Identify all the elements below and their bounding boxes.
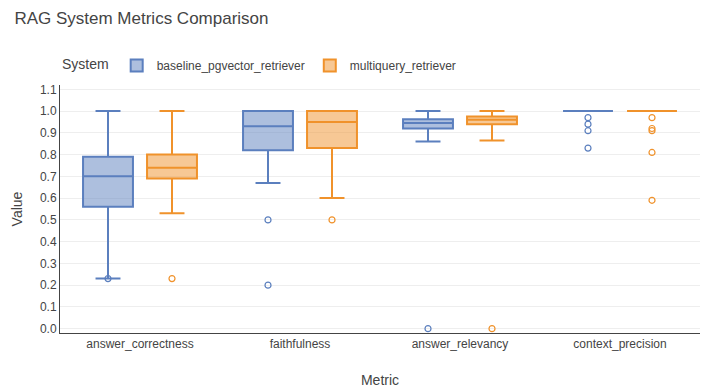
svg-text:faithfulness: faithfulness: [270, 337, 331, 351]
svg-text:0.7: 0.7: [40, 170, 57, 184]
svg-text:1.1: 1.1: [40, 83, 57, 97]
svg-text:answer_correctness: answer_correctness: [86, 337, 193, 351]
svg-text:1.0: 1.0: [40, 104, 57, 118]
svg-text:Value: Value: [9, 191, 25, 226]
svg-text:RAG System Metrics Comparison: RAG System Metrics Comparison: [14, 9, 268, 28]
svg-text:0.6: 0.6: [40, 191, 57, 205]
svg-text:answer_relevancy: answer_relevancy: [412, 337, 509, 351]
svg-text:0.4: 0.4: [40, 235, 57, 249]
svg-text:0.0: 0.0: [40, 322, 57, 336]
svg-text:0.9: 0.9: [40, 126, 57, 140]
svg-text:baseline_pgvector_retriever: baseline_pgvector_retriever: [157, 59, 305, 73]
svg-text:System: System: [62, 56, 109, 72]
svg-text:0.1: 0.1: [40, 300, 57, 314]
svg-text:0.3: 0.3: [40, 257, 57, 271]
svg-text:0.5: 0.5: [40, 213, 57, 227]
svg-text:0.8: 0.8: [40, 148, 57, 162]
svg-text:0.2: 0.2: [40, 278, 57, 292]
svg-text:multiquery_retriever: multiquery_retriever: [350, 59, 456, 73]
svg-text:context_precision: context_precision: [573, 337, 666, 351]
svg-text:Metric: Metric: [361, 372, 399, 388]
